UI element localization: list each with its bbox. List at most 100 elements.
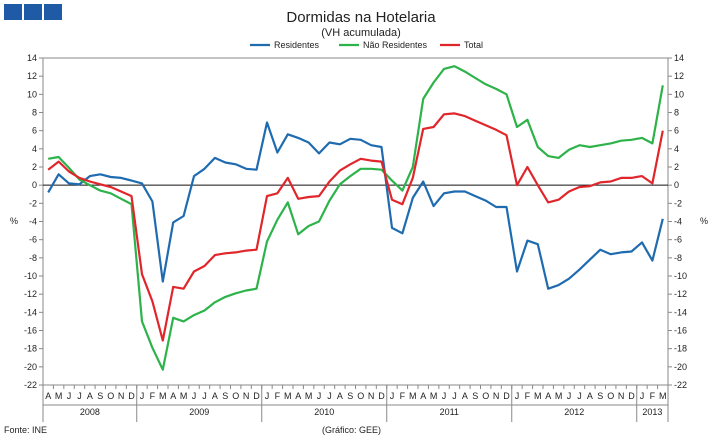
chart-subtitle: (VH acumulada) (321, 27, 400, 39)
month-label: A (337, 391, 343, 401)
y-tick-label-left: 14 (27, 53, 37, 63)
month-label: N (243, 391, 250, 401)
y-tick-label-right: -22 (674, 380, 687, 390)
legend-label-0: Residentes (274, 40, 320, 50)
y-tick-label-right: -4 (674, 217, 682, 227)
month-label: J (77, 391, 82, 401)
month-label: A (170, 391, 176, 401)
y-axis-right: 14 12 10 8 6 4 2 0 -2 -4 -6 -8 -10 -12 -14 -16 -18 -20 -22 (668, 53, 687, 390)
plot-frame (42, 57, 669, 386)
y-tick-label-right: 8 (674, 108, 679, 118)
month-label: J (317, 391, 322, 401)
y-tick-label-left: -22 (24, 380, 37, 390)
y-tick-label-left: -4 (29, 217, 37, 227)
y-tick-label-left: 12 (27, 71, 37, 81)
month-label: O (607, 391, 614, 401)
month-label: O (482, 391, 489, 401)
month-label: F (650, 391, 656, 401)
legend: Residentes Não Residentes Total (250, 40, 483, 50)
month-label: A (420, 391, 426, 401)
month-label: A (545, 391, 551, 401)
month-label: D (503, 391, 510, 401)
month-label: J (567, 391, 572, 401)
y-tick-label-right: 10 (674, 89, 684, 99)
y-tick-label-left: -20 (24, 362, 37, 372)
month-label: J (202, 391, 207, 401)
month-label: J (390, 391, 395, 401)
y-tick-label-right: -16 (674, 326, 687, 336)
logo-square-2 (24, 4, 42, 20)
month-label: D (378, 391, 385, 401)
year-label: 2013 (642, 407, 662, 417)
month-label: F (150, 391, 156, 401)
y-tick-label-right: 6 (674, 126, 679, 136)
y-tick-label-left: -10 (24, 271, 37, 281)
y-tick-label-left: 8 (32, 108, 37, 118)
month-label: M (534, 391, 542, 401)
month-label: S (597, 391, 603, 401)
year-label: 2009 (189, 407, 209, 417)
month-label: A (45, 391, 51, 401)
y-tick-label-left: 10 (27, 89, 37, 99)
month-label: F (275, 391, 281, 401)
legend-label-1: Não Residentes (363, 40, 428, 50)
y-unit-left: % (10, 216, 18, 226)
y-tick-label-right: -10 (674, 271, 687, 281)
month-label: M (284, 391, 292, 401)
y-tick-label-right: -20 (674, 362, 687, 372)
month-label: M (659, 391, 667, 401)
y-tick-label-left: 4 (32, 144, 37, 154)
month-label: S (222, 391, 228, 401)
month-label: J (640, 391, 645, 401)
month-label: A (587, 391, 593, 401)
month-label: M (305, 391, 313, 401)
month-label: S (472, 391, 478, 401)
month-label: J (265, 391, 270, 401)
y-axis-left: 14 12 10 8 6 4 2 0 -2 -4 -6 -8 -10 -12 -14 -16 -18 -20 -22 (24, 53, 43, 390)
month-label: F (525, 391, 531, 401)
y-unit-right: % (700, 216, 708, 226)
month-label: O (232, 391, 239, 401)
y-tick-label-left: -14 (24, 307, 37, 317)
month-label: M (430, 391, 438, 401)
series-line-0 (47, 121, 664, 290)
y-tick-label-right: -18 (674, 344, 687, 354)
year-label: 2011 (440, 407, 459, 417)
month-label: F (400, 391, 406, 401)
y-tick-label-left: 0 (32, 180, 37, 190)
y-tick-label-right: -6 (674, 235, 682, 245)
y-tick-label-left: -6 (29, 235, 37, 245)
credit-note: (Gráfico: GEE) (322, 425, 381, 435)
year-label: 2008 (80, 407, 100, 417)
month-label: N (118, 391, 125, 401)
y-tick-label-right: 14 (674, 53, 684, 63)
month-label: M (180, 391, 188, 401)
month-label: A (295, 391, 301, 401)
month-label: J (452, 391, 457, 401)
month-label: A (212, 391, 218, 401)
month-label: N (368, 391, 375, 401)
month-label: N (618, 391, 625, 401)
month-label: M (555, 391, 563, 401)
month-label: J (577, 391, 582, 401)
year-label: 2010 (314, 407, 334, 417)
logo-square-3 (44, 4, 62, 20)
source-note: Fonte: INE (4, 425, 47, 435)
legend-label-2: Total (464, 40, 483, 50)
month-label: D (128, 391, 135, 401)
month-label: J (67, 391, 72, 401)
y-tick-label-right: 12 (674, 71, 684, 81)
month-label: M (409, 391, 417, 401)
month-label: D (253, 391, 260, 401)
y-tick-label-right: -8 (674, 253, 682, 263)
y-tick-label-left: -8 (29, 253, 37, 263)
y-tick-label-right: 4 (674, 144, 679, 154)
y-tick-label-left: 2 (32, 162, 37, 172)
y-tick-label-left: -18 (24, 344, 37, 354)
month-label: S (97, 391, 103, 401)
month-label: J (140, 391, 145, 401)
month-label: D (628, 391, 635, 401)
month-label: N (493, 391, 500, 401)
